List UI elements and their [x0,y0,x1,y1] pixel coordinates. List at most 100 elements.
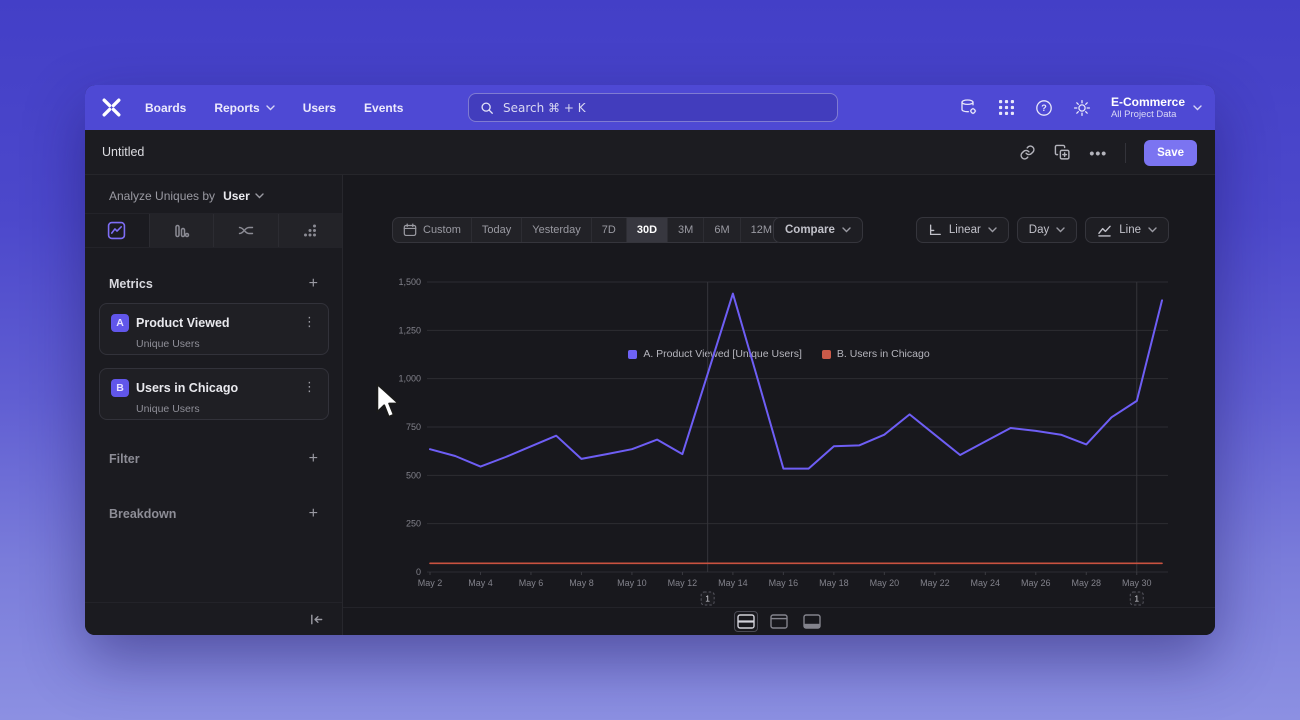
legend-swatch-b [821,349,831,359]
chevron-down-icon [1193,104,1202,110]
tab-flows[interactable] [213,214,278,247]
range-6m[interactable]: 6M [703,218,739,242]
line-chart[interactable]: 0 250 500 750 1,000 1,250 1,500 May 2 May 4 May 6… [385,275,1175,610]
add-filter-button[interactable]: + [308,450,318,467]
svg-text:?: ? [1041,103,1047,113]
layout-split-view-button[interactable] [734,611,758,632]
report-title[interactable]: Untitled [102,145,145,159]
svg-text:May 8: May 8 [569,578,594,588]
add-breakdown-button[interactable]: + [308,505,318,522]
title-actions: ••• Save [1019,130,1197,175]
top-navbar: Boards Reports Users Events Search ⌘ + K [85,85,1215,130]
apps-grid-icon[interactable] [998,99,1015,116]
range-today[interactable]: Today [470,218,521,242]
chart-type-tabs [85,213,342,248]
range-30d[interactable]: 30D [625,218,668,242]
legend-item-b[interactable]: B. Users in Chicago [821,348,930,360]
nav-item-users[interactable]: Users [302,100,337,115]
chevron-down-icon [255,193,264,199]
app-window: Boards Reports Users Events Search ⌘ + K [85,85,1215,635]
project-subtitle: All Project Data [1110,108,1177,120]
scale-dropdown[interactable]: Linear [915,217,1009,243]
nav-item-boards[interactable]: Boards [145,100,187,115]
save-button[interactable]: Save [1144,139,1197,166]
date-range-segmented-control: Custom Today Yesterday 7D 30D 3M 6M 12M [392,217,784,243]
breakdown-section-header: Breakdown + [109,505,318,522]
help-icon[interactable]: ? [1035,99,1053,117]
settings-gear-icon[interactable] [1073,99,1091,117]
svg-text:May 20: May 20 [870,578,900,588]
range-12m[interactable]: 12M [739,218,782,242]
range-custom[interactable]: Custom [393,218,471,242]
tab-bar-chart[interactable] [148,214,213,247]
svg-text:1: 1 [705,594,710,604]
duplicate-icon[interactable] [1054,144,1071,161]
project-selector[interactable]: E-Commerce All Project Data [1110,94,1202,120]
metric-card-b[interactable]: B Users in Chicago Unique Users ⋮ [99,368,329,420]
range-yesterday[interactable]: Yesterday [521,218,591,242]
chevron-down-icon [988,227,997,233]
nav-item-events[interactable]: Events [364,100,404,115]
search-placeholder: Search ⌘ + K [503,100,586,115]
svg-text:1,250: 1,250 [398,325,421,335]
svg-text:May 14: May 14 [718,578,748,588]
svg-text:May 18: May 18 [819,578,849,588]
metrics-header-label: Metrics [109,277,153,291]
search-input[interactable]: Search ⌘ + K [468,93,838,122]
svg-text:May 6: May 6 [519,578,544,588]
nav-utility-area: ? E-Commerce All Project Data [959,85,1202,130]
metric-badge-a: A [111,314,129,332]
data-management-icon[interactable] [959,98,978,117]
filter-label: Filter [109,452,140,466]
chevron-down-icon [1148,227,1157,233]
analyze-label: Analyze Uniques by [109,189,216,203]
metric-subtitle: Unique Users [136,338,200,350]
more-menu-button[interactable]: ••• [1089,144,1108,161]
tab-retention[interactable] [277,214,342,247]
svg-text:May 24: May 24 [971,578,1001,588]
range-3m[interactable]: 3M [667,218,703,242]
compare-button[interactable]: Compare [773,217,863,243]
metric-name: Product Viewed [136,316,230,330]
flows-tab-icon [238,226,253,234]
svg-text:May 12: May 12 [668,578,698,588]
tab-insights-line[interactable] [85,214,149,247]
analyze-value: User [223,189,250,203]
svg-text:May 28: May 28 [1072,578,1102,588]
chart-panel: Custom Today Yesterday 7D 30D 3M 6M 12M … [343,175,1215,635]
svg-text:750: 750 [406,422,421,432]
line-chart-tab-icon [108,221,126,240]
svg-text:May 4: May 4 [468,578,493,588]
metric-badge-b: B [111,379,129,397]
metric-subtitle: Unique Users [136,403,200,415]
query-sidebar: Analyze Uniques by User [85,175,343,635]
add-metric-button[interactable]: + [308,275,318,292]
range-7d[interactable]: 7D [590,218,626,242]
project-name: E-Commerce [1110,94,1185,109]
metric-name: Users in Chicago [136,381,239,395]
legend-item-a[interactable]: A. Product Viewed [Unique Users] [628,348,802,360]
interval-dropdown[interactable]: Day [1016,217,1078,243]
layout-table-view-button[interactable] [800,611,824,632]
metrics-section-header: Metrics + [109,275,318,292]
metric-menu-icon[interactable]: ⋮ [303,380,316,395]
chart-type-dropdown[interactable]: Line [1085,217,1169,243]
line-chart-mini-icon [1098,225,1112,237]
copy-link-icon[interactable] [1019,144,1036,161]
collapse-sidebar-icon[interactable] [309,612,324,627]
metric-card-a[interactable]: A Product Viewed Unique Users ⋮ [99,303,329,355]
nav-item-reports[interactable]: Reports [214,101,275,115]
svg-text:500: 500 [406,470,421,480]
analyze-by-control[interactable]: Analyze Uniques by User [109,189,264,203]
svg-text:May 16: May 16 [769,578,799,588]
svg-text:1,000: 1,000 [398,374,421,384]
svg-text:0: 0 [416,567,421,577]
chart-legend: A. Product Viewed [Unique Users] B. User… [343,348,1215,360]
svg-text:May 2: May 2 [418,578,443,588]
chart-display-controls: Linear Day Line [915,217,1169,243]
legend-swatch-a [628,349,638,359]
mixpanel-logo-icon[interactable] [100,96,123,119]
view-layout-bar [343,607,1215,635]
layout-chart-view-button[interactable] [767,611,791,632]
metric-menu-icon[interactable]: ⋮ [303,315,316,330]
